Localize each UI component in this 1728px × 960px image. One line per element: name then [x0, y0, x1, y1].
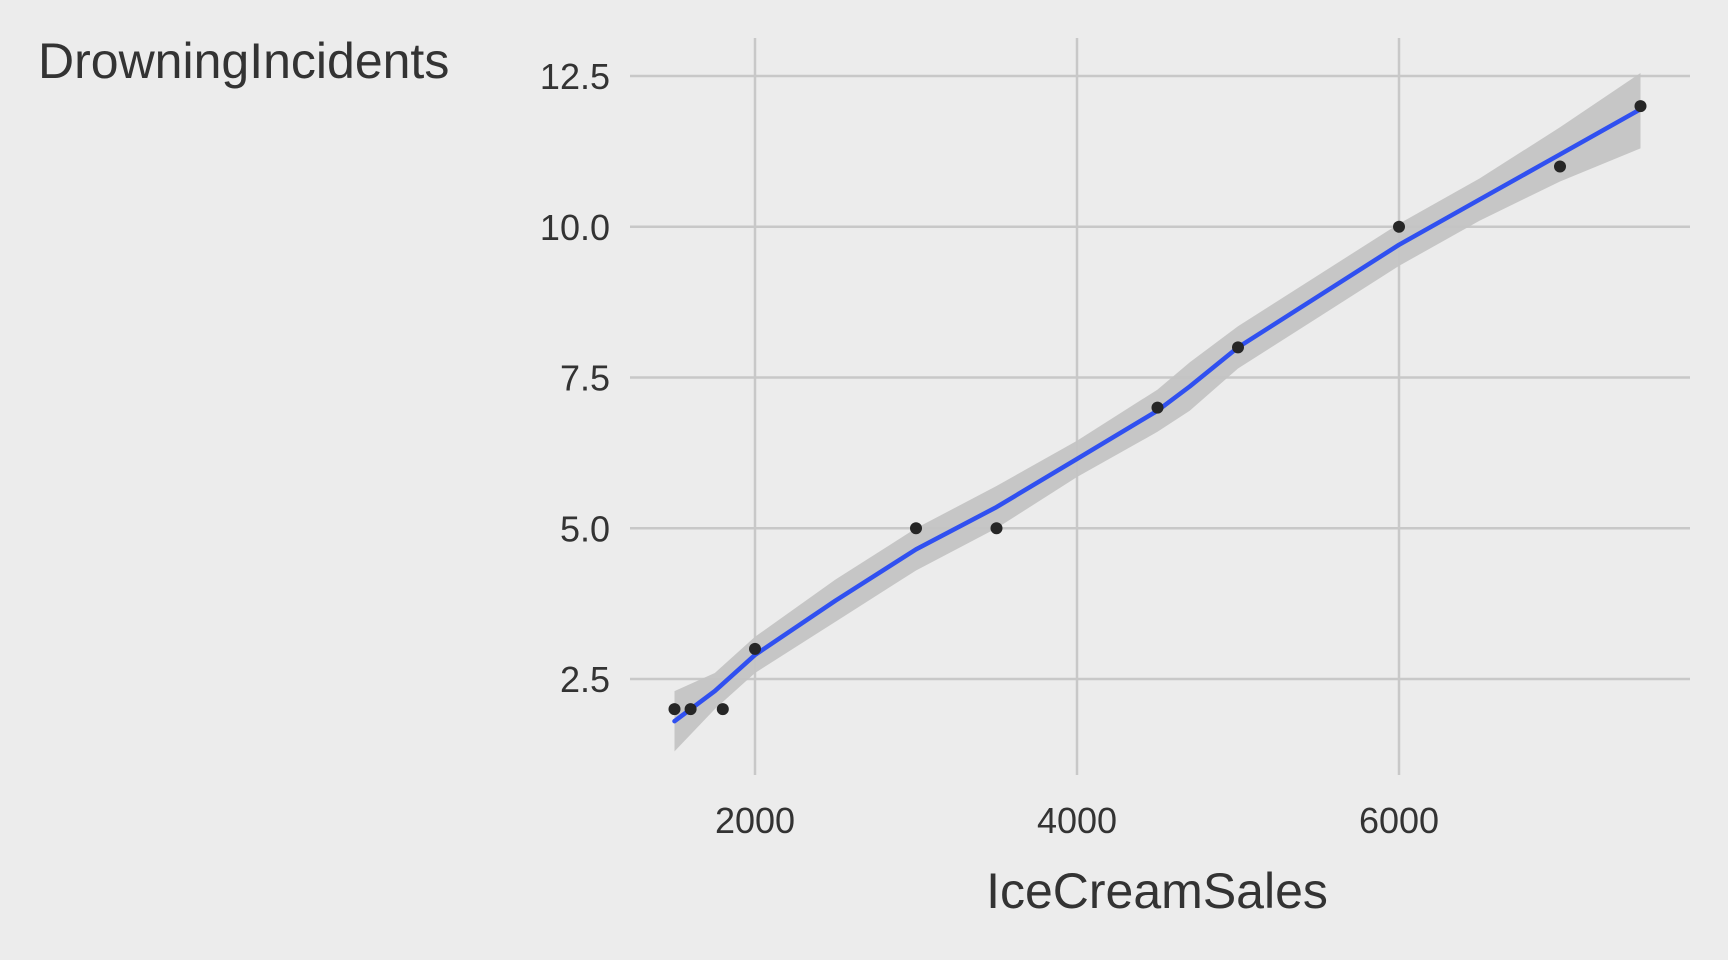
data-point [749, 642, 761, 655]
grid [630, 38, 1690, 775]
y-tick-label: 7.5 [560, 358, 610, 399]
x-tick-label: 6000 [1359, 800, 1439, 841]
data-point [668, 703, 681, 716]
y-tick-label: 5.0 [560, 508, 610, 549]
x-axis-ticks: 2000 4000 6000 [715, 800, 1439, 841]
data-point [990, 522, 1003, 535]
data-point [684, 703, 697, 716]
x-tick-label: 4000 [1037, 800, 1117, 841]
data-point [1554, 160, 1566, 173]
y-axis-title: DrowningIncidents [38, 33, 449, 89]
y-tick-label: 2.5 [560, 659, 610, 700]
data-point [1232, 341, 1244, 354]
y-axis-ticks: 2.5 5.0 7.5 10.0 12.5 [540, 56, 610, 700]
data-points [668, 100, 1647, 716]
data-point [1393, 220, 1405, 233]
data-point [1151, 401, 1164, 414]
y-tick-label: 10.0 [540, 207, 610, 248]
x-tick-label: 2000 [715, 800, 795, 841]
y-tick-label: 12.5 [540, 56, 610, 97]
data-point [1634, 100, 1647, 113]
x-axis-title: IceCreamSales [986, 863, 1328, 919]
data-point [910, 522, 922, 535]
data-point [716, 703, 729, 716]
